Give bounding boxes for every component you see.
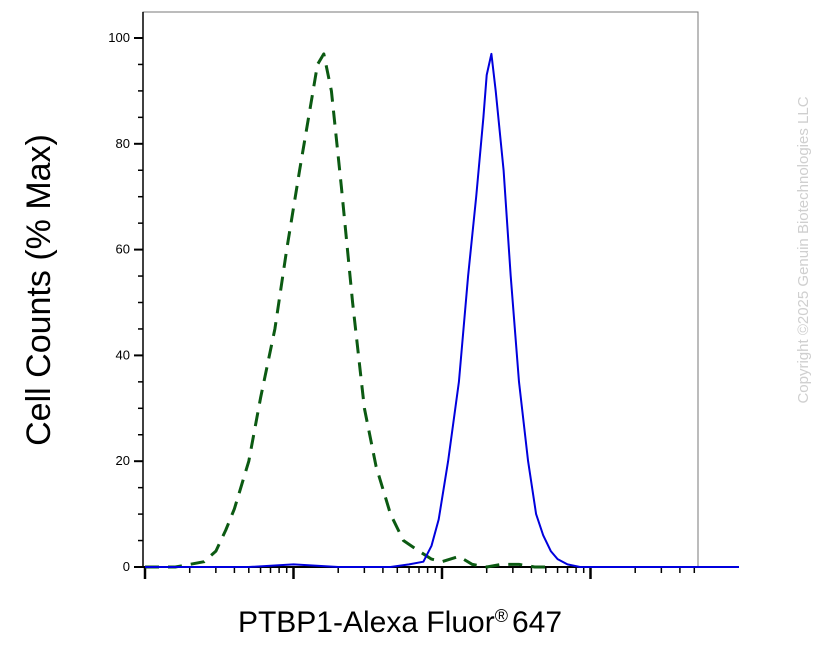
plot-frame xyxy=(142,11,699,568)
y-tick-label: 0 xyxy=(123,559,130,574)
y-axis: 0 20 40 60 80 100 xyxy=(108,12,144,574)
y-tick-label: 100 xyxy=(108,30,130,45)
plot-border xyxy=(142,11,699,568)
x-axis-label-main: PTBP1-Alexa Fluor xyxy=(238,606,495,639)
y-tick-label: 20 xyxy=(116,453,130,468)
y-tick-label: 40 xyxy=(116,347,130,362)
x-axis xyxy=(143,566,698,579)
x-axis-label: PTBP1-Alexa Fluor® 647 xyxy=(238,606,562,639)
x-axis-label-suffix: 647 xyxy=(512,606,562,639)
copyright-watermark: Copyright ©2025 Genuin Biotechnologies L… xyxy=(795,96,812,403)
y-tick-label: 60 xyxy=(116,242,130,257)
series-layer xyxy=(145,52,739,569)
registered-mark: ® xyxy=(495,606,508,626)
y-tick-label: 80 xyxy=(116,136,130,151)
y-axis-label: Cell Counts (% Max) xyxy=(20,134,58,446)
series-line-dashed xyxy=(145,52,546,569)
series-line-solid xyxy=(145,52,739,568)
